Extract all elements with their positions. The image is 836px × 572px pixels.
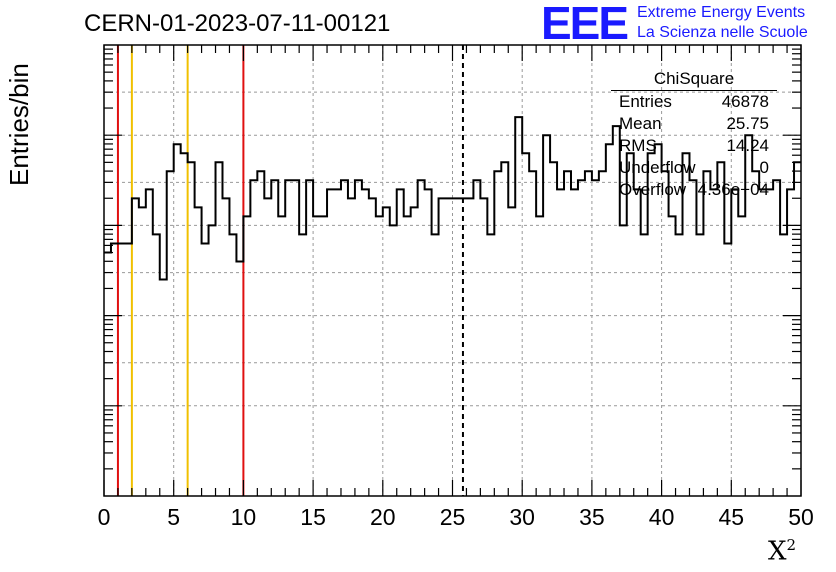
x-tick-label: 5 xyxy=(167,504,180,530)
logo-text-line1: Extreme Energy Events xyxy=(637,4,806,21)
stat-value: 0 xyxy=(759,158,769,177)
x-axis-label-superscript: 2 xyxy=(786,536,797,554)
stats-box: ChiSquare Entries 46878 Mean 25.75 RMS 1… xyxy=(611,68,777,201)
stat-label: Overflow xyxy=(619,180,687,199)
stat-label: Mean xyxy=(619,114,662,133)
stat-label: Underflow xyxy=(619,158,696,177)
stat-row-underflow: Underflow 0 xyxy=(611,157,777,179)
x-tick-label: 15 xyxy=(300,504,326,530)
eee-logo: EEE xyxy=(541,0,629,49)
chart-title: CERN-01-2023-07-11-00121 xyxy=(84,10,391,37)
x-tick-label: 35 xyxy=(579,504,605,530)
x-axis-label: X2 xyxy=(768,536,796,567)
x-tick-label: 30 xyxy=(509,504,535,530)
stat-row-overflow: Overflow 4.36e+04 xyxy=(611,179,777,201)
x-tick-labels: 0 5 10 15 20 25 30 35 40 45 50 xyxy=(98,504,814,530)
x-axis-label-base: X xyxy=(768,536,787,567)
grid-lines xyxy=(104,45,801,496)
x-tick-label: 0 xyxy=(98,504,111,530)
reference-lines xyxy=(116,45,464,496)
stat-label: Entries xyxy=(619,92,672,111)
y-axis-label: Entries/bin xyxy=(4,63,34,186)
x-tick-label: 20 xyxy=(370,504,396,530)
x-tick-label: 25 xyxy=(440,504,466,530)
x-tick-label: 45 xyxy=(719,504,745,530)
stat-row-mean: Mean 25.75 xyxy=(611,113,777,135)
histogram-line xyxy=(104,116,801,281)
stats-title: ChiSquare xyxy=(611,68,777,91)
stat-row-rms: RMS 14.24 xyxy=(611,135,777,157)
stat-value: 46878 xyxy=(721,92,769,111)
stat-value: 25.75 xyxy=(726,114,769,133)
x-tick-label: 10 xyxy=(231,504,257,530)
axis-ticks xyxy=(103,45,802,496)
stat-row-entries: Entries 46878 xyxy=(611,91,777,113)
logo-text-line2: La Scienza nelle Scuole xyxy=(637,24,808,41)
x-tick-label: 50 xyxy=(788,504,814,530)
x-tick-label: 40 xyxy=(649,504,675,530)
stat-value: 4.36e+04 xyxy=(697,180,769,199)
stat-value: 14.24 xyxy=(726,136,769,155)
stat-label: RMS xyxy=(619,136,657,155)
